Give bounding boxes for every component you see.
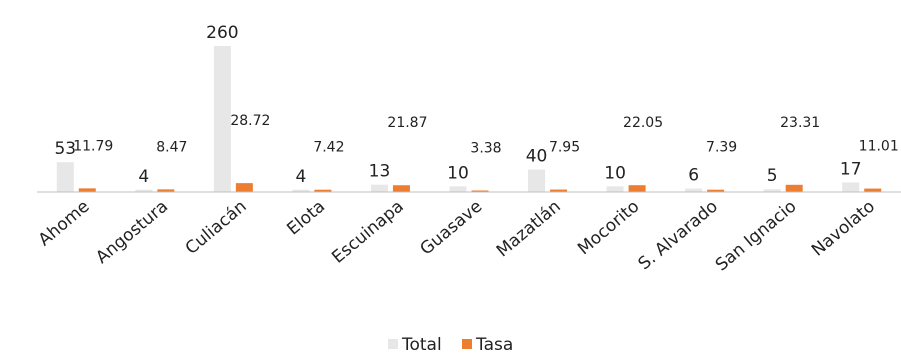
bar-total <box>56 162 74 192</box>
bar-tasa <box>785 184 803 192</box>
category-label: Escuinapa <box>328 197 407 268</box>
category-label: San Ignacio <box>712 197 801 276</box>
data-label-tasa: 7.42 <box>313 140 344 156</box>
legend-label-tasa: Tasa <box>475 335 513 355</box>
legend-swatch-total <box>388 339 398 349</box>
bar-tasa <box>550 189 568 192</box>
bar-total <box>842 182 860 192</box>
data-label-tasa: 23.31 <box>780 115 820 131</box>
bar-total <box>370 184 388 192</box>
data-label-tasa: 11.01 <box>859 139 899 155</box>
bar-tasa <box>392 185 410 192</box>
data-label-total: 53 <box>54 139 76 159</box>
data-label-total: 260 <box>206 23 238 43</box>
data-label-total: 6 <box>688 166 699 186</box>
data-label-total: 10 <box>447 163 469 183</box>
bar-total <box>449 186 467 192</box>
category-label: Culiacán <box>182 197 251 259</box>
data-label-total: 5 <box>767 166 778 186</box>
data-label-tasa: 8.47 <box>156 139 187 155</box>
data-label-tasa: 11.79 <box>73 138 113 154</box>
bar-tasa <box>314 189 332 192</box>
data-label-total: 17 <box>840 159 862 179</box>
legend: Total Tasa <box>388 335 513 355</box>
bar-total <box>213 46 231 192</box>
legend-label-total: Total <box>401 335 442 355</box>
category-label: Angostura <box>92 197 172 268</box>
data-label-tasa: 3.38 <box>470 141 501 157</box>
data-label-total: 10 <box>604 163 626 183</box>
bar-tasa <box>864 188 882 192</box>
bar-total <box>685 188 703 192</box>
bar-tasa <box>628 185 646 192</box>
bars-layer <box>56 46 882 192</box>
data-label-total: 40 <box>526 147 548 167</box>
data-label-tasa: 22.05 <box>623 115 663 131</box>
data-label-tasa: 21.87 <box>387 115 427 131</box>
category-label: Guasave <box>417 197 487 260</box>
data-label-tasa: 7.39 <box>706 140 737 156</box>
category-label: Mocorito <box>574 197 643 260</box>
bar-total <box>135 189 153 192</box>
bar-tasa <box>157 189 175 192</box>
bar-tasa <box>707 189 725 192</box>
category-label: Navolato <box>808 197 879 261</box>
data-label-total: 4 <box>295 167 306 187</box>
data-label-total: 13 <box>369 162 391 182</box>
category-label: S. Alvarado <box>635 197 722 275</box>
bar-tasa <box>78 188 96 192</box>
category-label: Elota <box>283 197 329 240</box>
legend-swatch-tasa <box>462 339 472 349</box>
data-label-tasa: 7.95 <box>549 140 580 156</box>
bar-total <box>292 189 310 192</box>
bar-tasa <box>235 183 253 192</box>
bar-total <box>763 189 781 192</box>
category-label: Mazatlán <box>493 197 565 262</box>
category-label: Ahome <box>35 197 94 251</box>
bar-total <box>528 169 546 192</box>
bar-tasa <box>471 190 489 192</box>
data-label-total: 4 <box>138 167 149 187</box>
bar-total <box>606 186 624 192</box>
data-label-tasa: 28.72 <box>230 113 270 129</box>
